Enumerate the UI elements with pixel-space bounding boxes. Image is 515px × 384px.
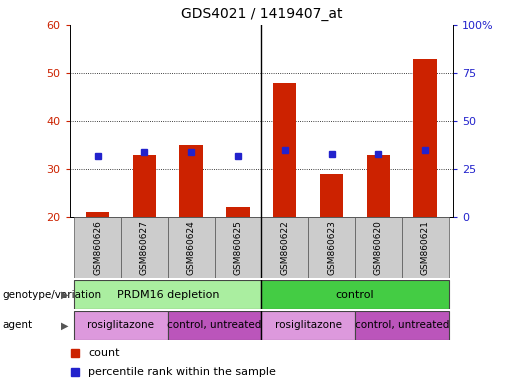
Bar [168, 311, 261, 340]
Text: GSM860624: GSM860624 [186, 220, 196, 275]
Text: percentile rank within the sample: percentile rank within the sample [89, 367, 276, 377]
Bar [74, 217, 121, 278]
Bar [74, 311, 168, 340]
Text: GSM860620: GSM860620 [374, 220, 383, 275]
Title: GDS4021 / 1419407_at: GDS4021 / 1419407_at [181, 7, 342, 21]
Text: GSM860621: GSM860621 [421, 220, 430, 275]
Bar [74, 280, 261, 309]
Bar [261, 311, 355, 340]
Text: agent: agent [3, 320, 32, 331]
Bar [226, 207, 250, 217]
Text: count: count [89, 348, 120, 358]
Bar [86, 212, 109, 217]
Bar [133, 155, 156, 217]
Text: PRDM16 depletion: PRDM16 depletion [116, 290, 219, 300]
Text: genotype/variation: genotype/variation [3, 290, 101, 300]
Text: rosiglitazone: rosiglitazone [274, 320, 341, 331]
Bar [261, 217, 308, 278]
Text: GSM860626: GSM860626 [93, 220, 102, 275]
Bar [320, 174, 343, 217]
Text: rosiglitazone: rosiglitazone [88, 320, 154, 331]
Bar [308, 217, 355, 278]
Text: control, untreated: control, untreated [167, 320, 262, 331]
Text: GSM860623: GSM860623 [327, 220, 336, 275]
Bar [215, 217, 261, 278]
Text: control, untreated: control, untreated [354, 320, 449, 331]
Text: ▶: ▶ [61, 290, 68, 300]
Text: ▶: ▶ [61, 320, 68, 331]
Text: control: control [336, 290, 374, 300]
Bar [168, 217, 215, 278]
Bar [414, 59, 437, 217]
Bar [121, 217, 168, 278]
Text: GSM860627: GSM860627 [140, 220, 149, 275]
Bar [273, 83, 297, 217]
Bar [261, 280, 449, 309]
Bar [367, 155, 390, 217]
Text: GSM860622: GSM860622 [280, 220, 289, 275]
Bar [180, 145, 203, 217]
Bar [402, 217, 449, 278]
Bar [355, 217, 402, 278]
Text: GSM860625: GSM860625 [233, 220, 243, 275]
Bar [355, 311, 449, 340]
